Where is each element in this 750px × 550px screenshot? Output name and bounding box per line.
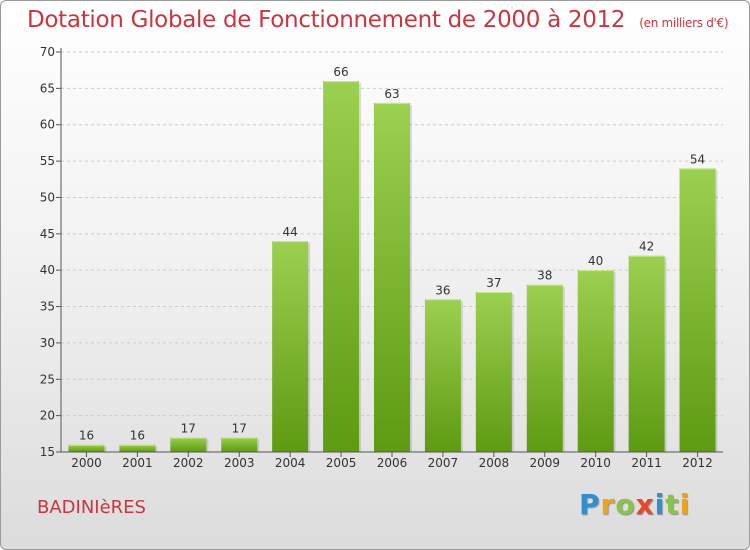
y-tick-label: 20 bbox=[40, 409, 55, 423]
x-tick-label: 2009 bbox=[529, 456, 560, 470]
bar bbox=[526, 284, 563, 452]
x-tick-label: 2003 bbox=[224, 456, 255, 470]
bar-value-label: 54 bbox=[690, 152, 705, 166]
commune-name: BADINIèRES bbox=[37, 497, 146, 518]
y-tick-label: 15 bbox=[40, 445, 55, 459]
bar bbox=[272, 241, 309, 452]
chart-title-text: Dotation Globale de Fonctionnement de 20… bbox=[27, 7, 626, 33]
proxiti-logo: Proxiti bbox=[579, 488, 690, 521]
bars bbox=[68, 81, 718, 452]
axes bbox=[56, 48, 723, 457]
x-tick-label: 2012 bbox=[682, 456, 713, 470]
bar bbox=[170, 437, 207, 452]
y-tick-label: 70 bbox=[40, 45, 55, 59]
x-tick-label: 2008 bbox=[479, 456, 510, 470]
y-tick-label: 35 bbox=[40, 300, 55, 314]
y-tick-label: 40 bbox=[40, 263, 55, 277]
bar-value-label: 66 bbox=[333, 65, 348, 79]
bar bbox=[374, 102, 410, 452]
logo-letter: i bbox=[679, 488, 691, 521]
bar-value-label: 16 bbox=[79, 429, 94, 443]
y-tick-label: 45 bbox=[40, 227, 55, 241]
bar-value-label: 42 bbox=[639, 240, 654, 254]
logo-letter: t bbox=[665, 488, 680, 521]
bar-value-label: 63 bbox=[384, 87, 399, 101]
bar-value-label: 38 bbox=[537, 269, 552, 283]
bar-value-label: 17 bbox=[232, 421, 247, 435]
bar-value-label: 37 bbox=[486, 276, 501, 290]
bar-value-label: 16 bbox=[130, 429, 145, 443]
bar-value-label: 36 bbox=[435, 283, 450, 297]
logo-letter: o bbox=[615, 488, 636, 521]
logo-letter: P bbox=[579, 488, 601, 521]
bar bbox=[577, 270, 614, 452]
bar bbox=[323, 81, 360, 452]
bar bbox=[679, 168, 716, 452]
x-tick-label: 2000 bbox=[71, 456, 102, 470]
logo-letter: r bbox=[600, 488, 616, 521]
x-tick-label: 2007 bbox=[428, 456, 459, 470]
y-tick-label: 60 bbox=[40, 118, 55, 132]
bar-value-label: 44 bbox=[283, 225, 298, 239]
bar bbox=[119, 444, 156, 452]
logo-letter: x bbox=[635, 488, 655, 521]
x-tick-label: 2006 bbox=[377, 456, 408, 470]
x-tick-label: 2001 bbox=[122, 456, 153, 470]
x-tick-label: 2011 bbox=[631, 456, 662, 470]
bar-value-label: 17 bbox=[181, 421, 196, 435]
bar bbox=[475, 292, 512, 452]
bar-value-label: 40 bbox=[588, 254, 603, 268]
logo-letter: i bbox=[654, 488, 666, 521]
y-tick-label: 50 bbox=[40, 190, 55, 204]
chart-title: Dotation Globale de Fonctionnement de 20… bbox=[27, 7, 729, 33]
labels: 15 20 25 30 35 40 45 50 55 60 65 70 16 2000 16 2001 17 20… bbox=[40, 45, 713, 470]
x-tick-label: 2002 bbox=[173, 456, 204, 470]
y-tick-label: 55 bbox=[40, 154, 55, 168]
y-tick-label: 65 bbox=[40, 81, 55, 95]
x-tick-label: 2005 bbox=[326, 456, 357, 470]
y-tick-label: 25 bbox=[40, 372, 55, 386]
bar bbox=[628, 255, 665, 452]
bar bbox=[424, 299, 461, 452]
bar bbox=[68, 444, 105, 452]
bar bbox=[221, 437, 258, 452]
chart-unit: (en milliers d'€) bbox=[639, 16, 729, 30]
y-tick-label: 30 bbox=[40, 336, 55, 350]
x-tick-label: 2010 bbox=[580, 456, 611, 470]
x-tick-label: 2004 bbox=[275, 456, 306, 470]
